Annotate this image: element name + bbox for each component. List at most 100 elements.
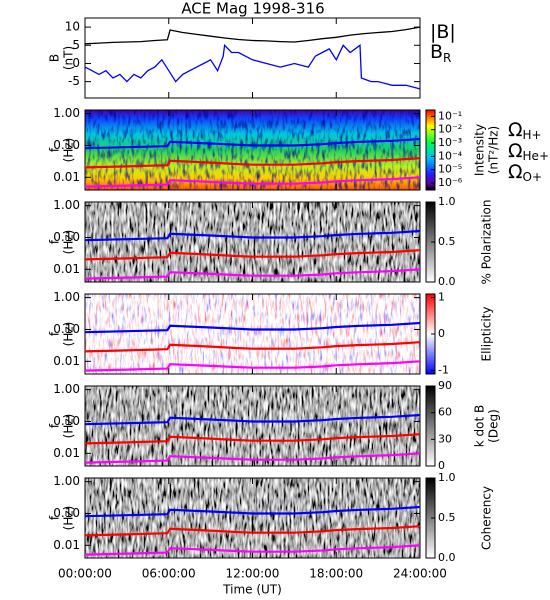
data-line: [84, 413, 421, 426]
legend-symbol: Ω: [508, 140, 523, 162]
y-tick-label: 0: [72, 56, 80, 70]
y-axis-label: B: [48, 54, 62, 62]
plot-frame: [84, 17, 421, 99]
colorbar: [425, 385, 436, 467]
spectrogram-texture: [85, 386, 420, 466]
colorbar-label: Ellipticity: [480, 307, 494, 362]
data-line: [84, 176, 421, 188]
colorbar-tick-label: 90: [438, 379, 452, 392]
data-line: [84, 360, 421, 372]
colorbar-tick-label: 10⁻²: [438, 123, 462, 136]
legend-subscript: R: [443, 51, 451, 65]
legend-entry: ΩO+: [508, 161, 542, 184]
legend-symbol: Ω: [508, 119, 523, 141]
y-axis-label: f: [48, 147, 62, 152]
y-tick-label: 0.01: [53, 354, 80, 368]
y-tick-label: 0.01: [53, 262, 80, 276]
colorbar-tick-label: 10⁻⁴: [438, 149, 463, 162]
colorbar-label: k dot B: [473, 405, 487, 447]
x-axis-label: Time (UT): [222, 583, 282, 597]
x-tick-label: 06:00:00: [142, 567, 196, 581]
y-tick-label: 0.10: [53, 414, 80, 428]
data-line: [84, 157, 421, 169]
data-line: [84, 137, 421, 150]
legend-entry: ΩH+: [508, 119, 542, 142]
colorbar-tick-label: 0.0: [438, 551, 456, 564]
colorbar-label: Coherency: [480, 486, 494, 550]
chart-title: ACE Mag 1998-316: [181, 0, 324, 18]
colorbar-tick-label: 0: [438, 327, 445, 340]
legend-entry: BR: [430, 41, 451, 65]
y-axis-label: f: [48, 331, 62, 336]
colorbar-tick-label: 10⁻⁵: [438, 163, 462, 176]
colorbar-tick-label: 1: [438, 291, 445, 304]
y-tick-label: 10: [65, 20, 80, 34]
y-tick-label: 1.00: [53, 290, 80, 304]
legend-subscript: H+: [523, 128, 542, 142]
x-tick-label: 12:00:00: [226, 567, 280, 581]
colorbar-tick-label: 0.5: [438, 511, 456, 524]
y-tick-label: 5: [72, 38, 80, 52]
y-axis-label: f: [48, 239, 62, 244]
colorbar-label: (Deg): [487, 409, 501, 443]
x-tick-label: 18:00:00: [309, 567, 363, 581]
spectrogram-texture: [85, 110, 420, 190]
y-tick-label: 0.10: [53, 506, 80, 520]
legend-subscript: He+: [523, 149, 549, 163]
y-tick-label: 0.10: [53, 230, 80, 244]
colorbar-tick-label: 60: [438, 406, 452, 419]
legend-text: |B|: [430, 21, 456, 43]
legend-subscript: O+: [523, 170, 543, 184]
colorbar-tick-label: 0.0: [438, 275, 456, 288]
y-axis-label: f: [48, 515, 62, 520]
colorbar-tick-label: 10⁻³: [438, 136, 462, 149]
data-line: [84, 43, 421, 90]
y-axis-label: f: [48, 423, 62, 428]
y-tick-label: 1.00: [53, 474, 80, 488]
y-tick-label: 0.01: [53, 538, 80, 552]
spectrogram-texture: [85, 294, 420, 374]
colorbar-tick-label: -1: [438, 363, 449, 376]
y-tick-label: 0.01: [53, 446, 80, 460]
data-line: [84, 433, 421, 445]
legend-entry: ΩHe+: [508, 140, 549, 163]
legend-symbol: Ω: [508, 161, 523, 183]
y-tick-label: 0.10: [53, 322, 80, 336]
colorbar-label: (nT²/Hz): [487, 126, 501, 174]
y-axis-label: (Hz): [62, 138, 76, 163]
y-tick-label: 0.10: [53, 138, 80, 152]
data-line: [84, 452, 421, 464]
y-axis-label: (Hz): [62, 506, 76, 531]
y-axis-label: (Hz): [62, 414, 76, 439]
colorbar-tick-label: 30: [438, 432, 452, 445]
y-tick-label: 0.01: [53, 170, 80, 184]
spectrogram-texture: [85, 202, 420, 282]
data-line: [84, 229, 421, 242]
colorbar-tick-label: 1.0: [438, 471, 456, 484]
data-line: [84, 268, 421, 280]
colorbar-tick-label: 0: [438, 459, 445, 472]
colorbar-tick-label: 10⁻⁶: [438, 176, 463, 189]
spectrogram-texture: [85, 478, 420, 558]
legend-entry: |B|: [430, 21, 456, 43]
legend-text: B: [430, 41, 443, 63]
y-tick-label: 1.00: [53, 106, 80, 120]
data-line: [84, 341, 421, 353]
colorbar-tick-label: 0.5: [438, 235, 456, 248]
y-tick-label: -5: [68, 74, 80, 88]
data-line: [84, 505, 421, 518]
colorbar-tick-label: 1.0: [438, 195, 456, 208]
data-line: [84, 544, 421, 556]
x-tick-label: 00:00:00: [58, 567, 112, 581]
colorbar-label: % Polarization: [480, 200, 494, 285]
y-axis-label: (Hz): [62, 230, 76, 255]
y-tick-label: 1.00: [53, 382, 80, 396]
colorbar-label: Intensity: [473, 124, 487, 176]
data-line: [84, 26, 421, 45]
data-line: [84, 249, 421, 261]
y-axis-label: (nT): [62, 46, 76, 70]
colorbar-tick-label: 10⁻¹: [438, 109, 462, 122]
y-axis-label: (Hz): [62, 322, 76, 347]
